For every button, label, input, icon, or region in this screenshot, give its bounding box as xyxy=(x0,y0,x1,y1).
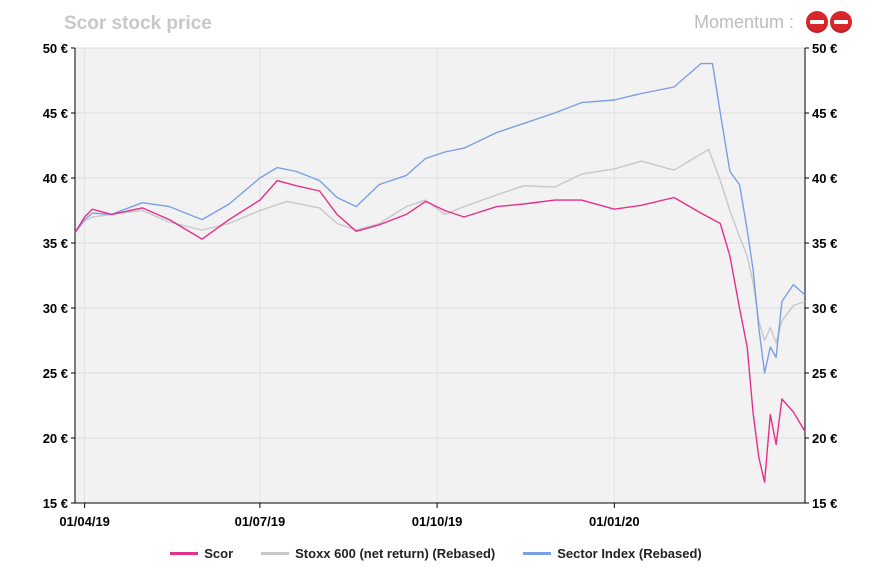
momentum-label: Momentum : xyxy=(693,11,794,32)
y-tick-label-left: 50 € xyxy=(43,41,68,56)
series-line-scor xyxy=(74,179,806,483)
y-tick-label-left: 25 € xyxy=(43,366,68,381)
y-tick-label-right: 25 € xyxy=(812,366,837,381)
y-tick-label-right: 50 € xyxy=(812,41,837,56)
legend-swatch-scor xyxy=(170,552,199,555)
x-tick-label: 01/04/19 xyxy=(59,514,110,529)
legend-item-sector[interactable]: Sector Index (Rebased) xyxy=(523,546,702,561)
plot-area xyxy=(75,48,805,503)
y-tick-label-left: 40 € xyxy=(43,171,68,186)
legend-item-stoxx[interactable]: Stoxx 600 (net return) (Rebased) xyxy=(261,546,495,561)
x-tick-label: 01/10/19 xyxy=(412,514,463,529)
y-tick-label-right: 40 € xyxy=(812,171,837,186)
y-tick-label-right: 45 € xyxy=(812,106,837,121)
y-tick-label-right: 20 € xyxy=(812,431,837,446)
no-entry-icon xyxy=(830,11,852,33)
y-tick-label-right: 35 € xyxy=(812,236,837,251)
y-tick-label-left: 35 € xyxy=(43,236,68,251)
series-line-sector xyxy=(74,62,806,374)
legend-label-stoxx: Stoxx 600 (net return) (Rebased) xyxy=(295,546,496,561)
legend-item-scor[interactable]: Scor xyxy=(170,546,233,561)
y-tick-label-right: 15 € xyxy=(812,496,837,511)
chart-title: Scor stock price xyxy=(64,13,212,34)
momentum-indicator: Momentum : xyxy=(694,11,852,33)
no-entry-icon xyxy=(806,11,828,33)
y-tick-label-left: 15 € xyxy=(43,496,68,511)
legend: Scor Stoxx 600 (net return) (Rebased) Se… xyxy=(0,546,872,561)
legend-swatch-stoxx xyxy=(261,552,290,555)
y-tick-label-left: 20 € xyxy=(43,431,68,446)
y-tick-label-right: 30 € xyxy=(812,301,837,316)
x-tick-label: 01/01/20 xyxy=(589,514,640,529)
legend-label-sector: Sector Index (Rebased) xyxy=(557,546,702,561)
x-tick-label: 01/07/19 xyxy=(235,514,286,529)
legend-swatch-sector xyxy=(523,552,552,555)
legend-label-scor: Scor xyxy=(204,546,234,561)
y-tick-label-left: 45 € xyxy=(43,106,68,121)
y-tick-label-left: 30 € xyxy=(43,301,68,316)
